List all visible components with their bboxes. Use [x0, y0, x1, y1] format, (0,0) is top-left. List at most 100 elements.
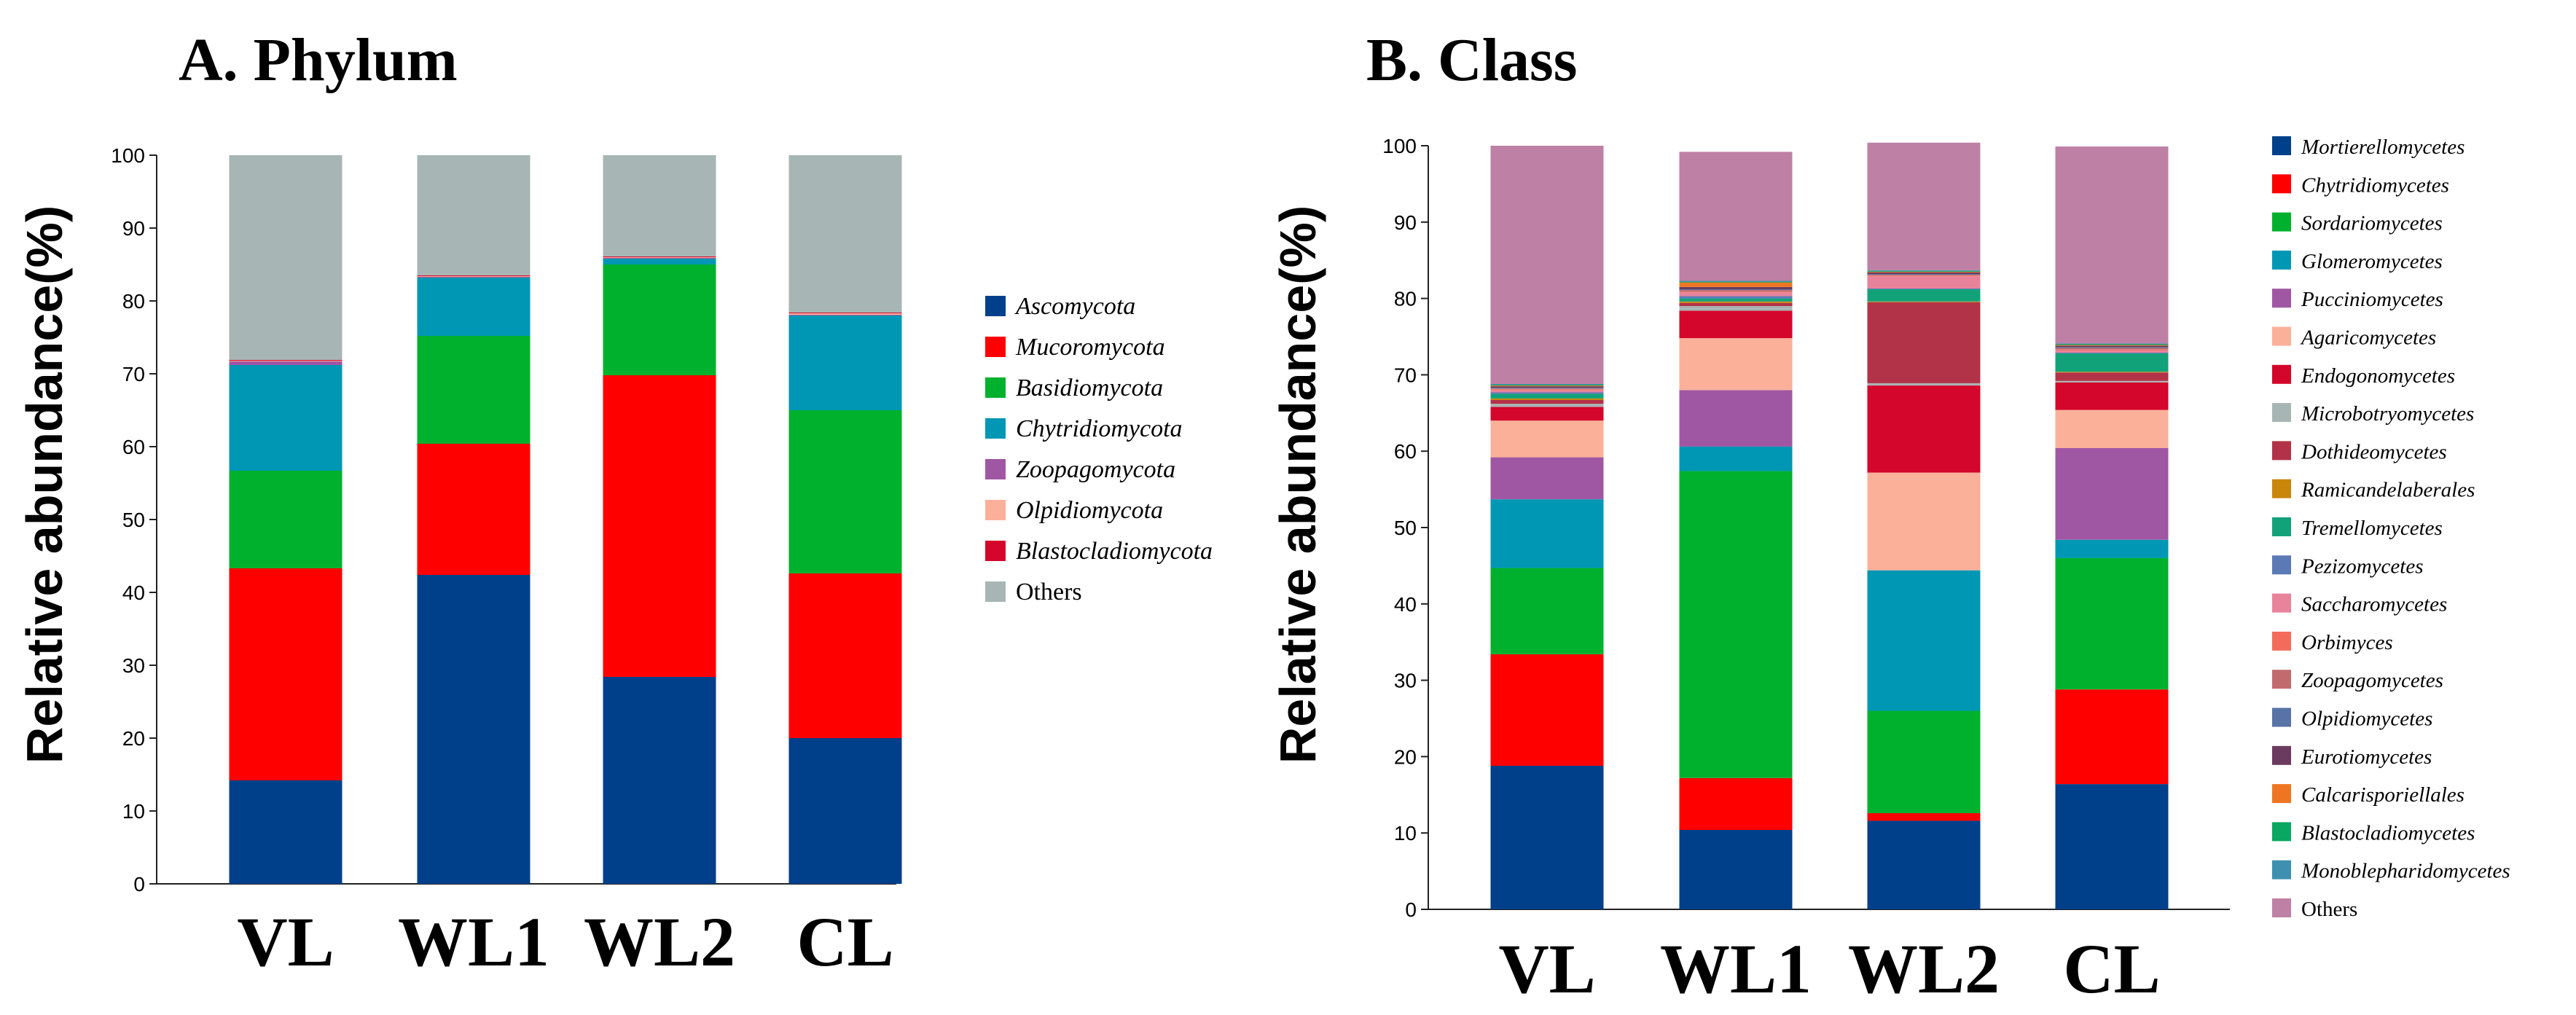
panel-b-bar-wl2-monoblepharidomycetes: [1867, 270, 1981, 271]
panel-a-bar-wl1-chytridiomycota: [417, 278, 531, 336]
panel-b-bar-wl2-endogonomycetes: [1867, 385, 1981, 473]
panel-a-bar-wl1-zoopagomycota: [417, 277, 531, 278]
panel-b-bar-vl-zoopagomycetes: [1490, 388, 1604, 390]
panel-b-legend-swatch: [2272, 364, 2291, 384]
panel-b-bar-wl2-mortierellomycetes: [1867, 820, 1981, 909]
panel-b-bar-vl-glomeromycetes: [1490, 499, 1604, 568]
panel-a-legend: Ascomycota Mucoromycota Basidiomycota Chytr…: [985, 293, 1213, 606]
panel-a-legend-swatch: [985, 296, 1006, 316]
panel-b-bar-cl-others: [2055, 146, 2169, 344]
panel-b-bar-wl1-chytridiomycetes: [1679, 777, 1793, 831]
panel-b-category-label: VL: [1498, 930, 1595, 1008]
panel-b-bar-vl-agaricomycetes: [1490, 420, 1604, 458]
panel-b-legend-swatch: [2272, 555, 2291, 575]
panel-b-legend-swatch: [2272, 441, 2291, 461]
panel-b-legend-label: Agaricomycetes: [2300, 326, 2436, 350]
panel-b-bar-vl-sordariomycetes: [1490, 568, 1604, 654]
panel-b-bar-wl2-microbotryomycetes: [1867, 383, 1981, 386]
panel-b-y-tick-label: 80: [1394, 288, 1417, 310]
panel-b-legend-swatch: [2272, 326, 2291, 346]
panel-b-bar-cl-dothideomycetes: [2055, 372, 2169, 381]
panel-b-bar-cl-tremellomycetes: [2055, 353, 2169, 372]
panel-a-y-tick-label: 90: [122, 217, 145, 240]
panel-b-bar-wl1-dothideomycetes: [1679, 302, 1793, 307]
panel-a-y-tick-label: 50: [122, 509, 145, 531]
panel-a-title: A. Phylum: [179, 26, 458, 94]
panel-b-y-tick-label: 50: [1394, 517, 1417, 539]
panel-a-phylum-chart: A. Phylum Relative abundance(%) 0 10 20 30 4…: [16, 26, 1213, 981]
panel-b-legend-label: Microbotryomycetes: [2301, 402, 2474, 426]
panel-b-category-labels: VL WL1 WL2 CL: [1498, 930, 2160, 1008]
panel-b-bar-vl-others: [1490, 146, 1604, 384]
panel-b-title: B. Class: [1366, 26, 1577, 94]
panel-a-bar-wl1-ascomycota: [417, 575, 531, 884]
panel-b-bar-wl1-calcarisporiellales: [1679, 282, 1793, 287]
panel-b-bar-vl-pezizomycetes: [1490, 392, 1604, 394]
panel-a-bar-wl2-basidiomycota: [603, 264, 716, 375]
panel-a-category-label: CL: [796, 903, 893, 981]
panel-a-bar-cl-basidiomycota: [788, 410, 902, 573]
panel-a-y-tick-label: 20: [122, 727, 145, 750]
panel-b-legend-swatch: [2272, 593, 2291, 613]
panel-b-legend-swatch: [2272, 860, 2291, 879]
panel-a-bar-wl1-blastocladiomycota: [417, 275, 531, 276]
panel-a-bar-cl-ascomycota: [788, 738, 902, 884]
panel-b-bar-wl2-chytridiomycetes: [1867, 812, 1981, 821]
panel-b-y-tick-label: 20: [1394, 745, 1417, 768]
panel-b-y-axis-label: Relative abundance(%): [1269, 205, 1326, 764]
panel-a-bar-cl-others: [788, 155, 902, 313]
panel-a-y-tick-label: 10: [122, 800, 145, 823]
panel-b-legend-swatch: [2272, 784, 2291, 804]
panel-a-bar-wl2-blastocladiomycota: [603, 256, 716, 257]
panel-b-legend-label: Pezizomycetes: [2301, 554, 2424, 578]
panel-a-legend-swatch: [985, 337, 1006, 357]
panel-a-legend-swatch: [985, 500, 1006, 520]
panel-b-bar-wl1-ramicandelaberales: [1679, 301, 1793, 303]
panel-b-bar-wl2-agaricomycetes: [1867, 472, 1981, 571]
panel-b-bar-cl-endogonomycetes: [2055, 382, 2169, 410]
panel-b-bar-vl-microbotryomycetes: [1490, 404, 1604, 407]
panel-a-y-tick-label: 0: [133, 873, 145, 896]
panel-b-legend-swatch: [2272, 174, 2291, 194]
panel-b-bar-vl-tremellomycetes: [1490, 393, 1604, 399]
panel-b-bar-wl1-others: [1679, 152, 1793, 281]
panel-a-bar-wl2-ascomycota: [603, 677, 716, 884]
panel-b-bar-cl-microbotryomycetes: [2055, 380, 2169, 383]
panel-b-legend-label: Calcarisporiellales: [2301, 783, 2465, 807]
panel-b-y-ticks: 0 10 20 30 40 50 60 70 80 90 100: [1382, 135, 1428, 921]
panel-b-legend-swatch: [2272, 289, 2291, 308]
panel-a-y-ticks: 0 10 20 30 40 50 60 70 80 90 100: [111, 144, 157, 896]
panel-b-bar-wl1-sordariomycetes: [1679, 471, 1793, 778]
panel-a-legend-swatch: [985, 418, 1006, 439]
panel-a-y-tick-label: 40: [122, 581, 145, 604]
panel-a-legend-label: Mucoromycota: [1015, 334, 1165, 361]
panel-b-legend-swatch: [2272, 250, 2291, 270]
panel-b-bar-wl1-blastocladiomycetes: [1679, 281, 1793, 283]
panel-b-bar-vl-endogonomycetes: [1490, 407, 1604, 421]
panel-b-legend-label: Endogonomycetes: [2301, 364, 2455, 388]
panel-b-bar-wl2-eurotiomycetes: [1867, 272, 1981, 275]
panel-b-legend-label: Tremellomycetes: [2301, 517, 2443, 540]
panel-b-y-tick-label: 40: [1394, 593, 1417, 616]
panel-a-bar-wl2-mucoromycota: [603, 375, 716, 677]
panel-b-legend-swatch: [2272, 631, 2291, 651]
panel-a-category-label: WL2: [584, 903, 735, 981]
panel-b-bar-wl1-endogonomycetes: [1679, 310, 1793, 339]
panel-a-y-tick-label: 100: [111, 144, 145, 167]
panel-a-legend-label: Basidiomycota: [1016, 375, 1163, 401]
panel-b-legend-swatch: [2272, 708, 2291, 727]
panel-b-bar-cl-zoopagomycetes: [2055, 348, 2169, 350]
panel-a-legend-label: Blastocladiomycota: [1016, 538, 1213, 565]
panel-a-category-label: VL: [237, 903, 334, 981]
panel-b-bar-wl2-dothideomycetes: [1867, 302, 1981, 383]
panel-b-bar-wl2-blastocladiomycetes: [1867, 270, 1981, 272]
panel-b-y-tick-label: 30: [1394, 670, 1417, 692]
panel-b-legend-label: Mortierellomycetes: [2301, 136, 2465, 159]
panel-b-bar-cl-glomeromycetes: [2055, 539, 2169, 558]
panel-a-y-tick-label: 80: [122, 290, 145, 313]
panel-b-bar-wl1-orbimyces: [1679, 291, 1793, 293]
panel-b-y-tick-label: 60: [1394, 440, 1417, 463]
panel-b-legend-label: Ramicandelaberales: [2301, 479, 2475, 502]
panel-b-bar-wl2-glomeromycetes: [1867, 570, 1981, 711]
panel-a-category-label: WL1: [398, 903, 549, 981]
